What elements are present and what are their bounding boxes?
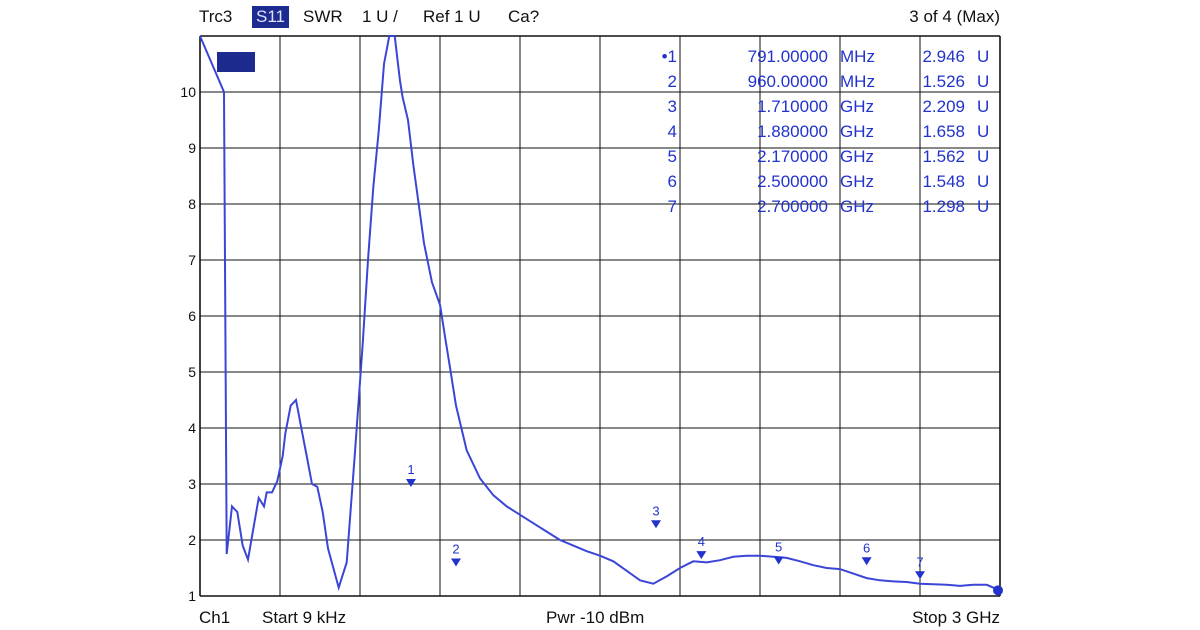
trace-end-point	[993, 585, 1003, 596]
marker-7-triangle[interactable]	[915, 571, 925, 580]
marker-table-value: 1.562	[922, 147, 965, 166]
marker-table-frequency: 2.170000	[757, 147, 828, 166]
y-tick-label: 2	[188, 532, 196, 548]
trace-badge-text: S11	[224, 54, 248, 70]
marker-2-number: 2	[452, 542, 459, 557]
marker-table-label: 4	[668, 122, 677, 141]
start-frequency[interactable]: Start 9 kHz	[262, 608, 347, 627]
marker-table-freq-unit: MHz	[840, 72, 875, 91]
marker-table-value-unit: U	[977, 97, 989, 116]
marker-4-number: 4	[698, 534, 705, 549]
y-tick-label: 3	[188, 476, 196, 492]
marker-table-label: 5	[668, 147, 677, 166]
marker-table-freq-unit: MHz	[840, 47, 875, 66]
y-axis: 1 2 3 4 5 6 7 8 9 10	[180, 84, 196, 604]
y-tick-label: 10	[180, 84, 196, 100]
trace-badge	[217, 52, 255, 72]
marker-table-frequency: 2.700000	[757, 197, 828, 216]
y-tick-label: 5	[188, 364, 196, 380]
marker-table-label: 2	[668, 72, 677, 91]
marker-table-value-unit: U	[977, 147, 989, 166]
power-level[interactable]: Pwr -10 dBm	[546, 608, 645, 627]
marker-table-frequency: 2.500000	[757, 172, 828, 191]
marker-5-triangle[interactable]	[773, 556, 784, 565]
marker-table-value: 1.658	[922, 122, 965, 141]
marker-7-number: 7	[916, 554, 923, 569]
marker-table-value-unit: U	[977, 172, 989, 191]
marker-3-number: 3	[652, 503, 659, 518]
trace-label[interactable]: Trc3	[199, 7, 233, 26]
parameter-badge[interactable]: S11	[252, 6, 289, 28]
marker-table-frequency: 1.880000	[757, 122, 828, 141]
marker-6-triangle[interactable]	[861, 557, 872, 566]
marker-table-freq-unit: GHz	[840, 97, 874, 116]
marker-table-frequency: 791.00000	[748, 47, 828, 66]
y-tick-label: 7	[188, 252, 196, 268]
marker-4-triangle[interactable]	[696, 551, 707, 560]
marker-2-triangle[interactable]	[451, 558, 461, 567]
marker-6-number: 6	[863, 540, 870, 555]
marker-table-freq-unit: GHz	[840, 172, 874, 191]
grid	[199, 35, 1001, 597]
marker-table-value: 1.548	[922, 172, 965, 191]
stop-frequency[interactable]: Stop 3 GHz	[912, 608, 1000, 627]
marker-table-value: 2.946	[922, 47, 965, 66]
reference-label[interactable]: Ref 1 U	[423, 7, 481, 26]
marker-1-triangle[interactable]	[405, 479, 416, 488]
marker-table-label: 6	[668, 172, 677, 191]
y-tick-label: 1	[188, 588, 196, 604]
marker-table-frequency: 960.00000	[748, 72, 828, 91]
marker-table-value: 1.526	[922, 72, 965, 91]
marker-table-label: 7	[668, 197, 677, 216]
marker-table-value-unit: U	[977, 197, 989, 216]
marker-table-freq-unit: GHz	[840, 122, 874, 141]
marker-5-number: 5	[775, 540, 782, 555]
channel-label[interactable]: Ch1	[199, 608, 231, 627]
marker-table-value: 1.298	[922, 197, 965, 216]
scale-label[interactable]: 1 U /	[362, 7, 398, 26]
y-tick-label: 8	[188, 196, 196, 212]
marker-3-triangle[interactable]	[651, 520, 661, 529]
marker-layer: 1 2 3 4 5 6 7	[405, 462, 1003, 596]
marker-table: •1 791.00000 MHz 2.946 U 2 960.00000 MHz 1.526 U 3…	[662, 47, 990, 216]
format-label[interactable]: SWR	[303, 7, 343, 26]
page-indicator: 3 of 4 (Max)	[909, 7, 1000, 26]
y-tick-label: 4	[188, 420, 196, 436]
trace-badge-group: S11	[217, 52, 255, 72]
calibration-status: Ca?	[508, 7, 540, 26]
marker-table-label: 3	[668, 97, 677, 116]
marker-table-freq-unit: GHz	[840, 147, 874, 166]
marker-table-freq-unit: GHz	[840, 197, 874, 216]
marker-table-value-unit: U	[977, 122, 989, 141]
marker-table-frequency: 1.710000	[757, 97, 828, 116]
marker-table-value-unit: U	[977, 47, 989, 66]
trace-line	[199, 35, 1001, 592]
marker-table-value-unit: U	[977, 72, 989, 91]
marker-table-value: 2.209	[922, 97, 965, 116]
marker-table-label: •1	[662, 47, 677, 66]
marker-1-number: 1	[407, 462, 414, 477]
y-tick-label: 6	[188, 308, 196, 324]
y-tick-label: 9	[188, 140, 196, 156]
